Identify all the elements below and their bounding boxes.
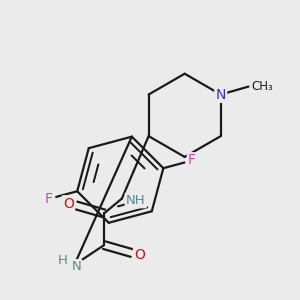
Text: NH: NH bbox=[126, 194, 146, 207]
Text: O: O bbox=[134, 248, 145, 262]
Text: H: H bbox=[58, 254, 68, 268]
Text: N: N bbox=[71, 260, 81, 273]
Text: F: F bbox=[44, 192, 52, 206]
Text: CH₃: CH₃ bbox=[251, 80, 273, 93]
Text: F: F bbox=[188, 154, 196, 167]
Text: O: O bbox=[63, 196, 74, 211]
Text: N: N bbox=[215, 88, 226, 101]
